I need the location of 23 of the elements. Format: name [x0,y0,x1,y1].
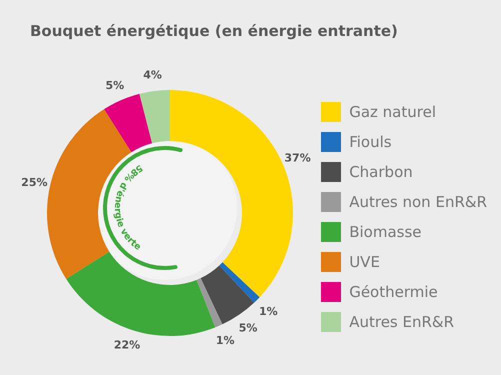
data-label: 22% [114,338,140,352]
legend-label: Biomasse [349,223,422,241]
legend-label: Autres non EnR&R [349,193,487,211]
donut-slice [219,262,260,303]
legend-label: UVE [349,253,380,271]
data-label: 1% [258,304,278,318]
legend-label: Charbon [349,163,413,181]
legend-label: Géothermie [349,283,438,301]
donut-slice [66,252,216,336]
donut-slice [139,90,170,144]
data-label: 1% [216,334,235,348]
legend-label: Autres EnR&R [349,313,454,331]
data-label: 4% [143,68,162,82]
data-label: 25% [21,176,48,190]
donut-slice [104,94,152,152]
chart-title: Bouquet énergétique (en énergie entrante) [30,22,398,40]
legend-label: Gaz naturel [349,103,436,121]
donut-slice [196,278,222,328]
legend-label: Fiouls [349,133,392,151]
data-label: 5% [238,321,258,334]
data-label: 37% [284,151,311,164]
data-label: 5% [105,78,124,92]
donut-slice [200,265,254,324]
